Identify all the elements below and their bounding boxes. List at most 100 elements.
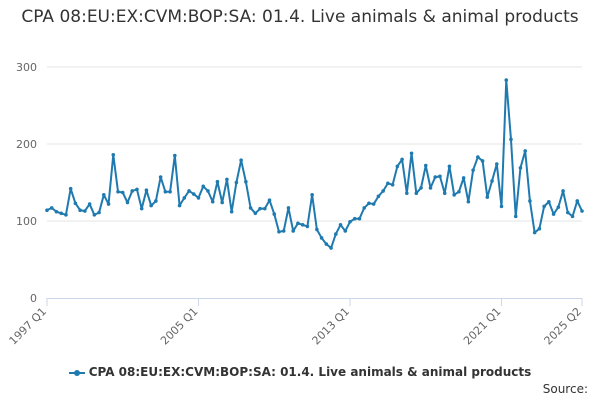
data-point[interactable] xyxy=(59,211,63,216)
data-point[interactable] xyxy=(428,186,433,190)
data-point[interactable] xyxy=(191,192,196,196)
data-point[interactable] xyxy=(187,189,191,193)
data-point[interactable] xyxy=(352,216,357,221)
data-point[interactable] xyxy=(324,242,329,246)
data-point[interactable] xyxy=(135,187,139,192)
data-point[interactable] xyxy=(45,208,49,213)
data-point[interactable] xyxy=(220,200,224,205)
data-point[interactable] xyxy=(409,151,414,156)
data-point[interactable] xyxy=(272,212,277,216)
data-point[interactable] xyxy=(376,194,381,199)
data-point[interactable] xyxy=(480,159,485,163)
data-point[interactable] xyxy=(102,193,106,197)
data-point[interactable] xyxy=(476,155,480,159)
data-point[interactable] xyxy=(343,229,348,233)
data-point[interactable] xyxy=(447,164,452,169)
data-point[interactable] xyxy=(371,202,376,206)
data-point[interactable] xyxy=(551,212,556,216)
data-point[interactable] xyxy=(419,186,423,190)
data-point[interactable] xyxy=(566,210,570,215)
data-point[interactable] xyxy=(120,190,125,195)
data-point[interactable] xyxy=(262,206,267,211)
data-point[interactable] xyxy=(509,137,513,142)
data-point[interactable] xyxy=(523,149,527,153)
data-point[interactable] xyxy=(97,210,101,215)
data-point[interactable] xyxy=(215,179,220,184)
data-point[interactable] xyxy=(267,198,272,203)
data-point[interactable] xyxy=(68,186,73,191)
data-point[interactable] xyxy=(319,236,324,240)
data-point[interactable] xyxy=(239,158,243,162)
data-point[interactable] xyxy=(83,209,87,213)
data-point[interactable] xyxy=(244,179,248,184)
data-point[interactable] xyxy=(504,78,509,82)
data-point[interactable] xyxy=(163,189,168,194)
data-point[interactable] xyxy=(229,209,234,214)
data-point[interactable] xyxy=(64,213,68,217)
data-point[interactable] xyxy=(130,189,135,193)
data-point[interactable] xyxy=(367,201,371,206)
data-point[interactable] xyxy=(461,176,466,180)
data-point[interactable] xyxy=(386,181,390,186)
data-point[interactable] xyxy=(291,229,295,233)
data-point[interactable] xyxy=(471,168,475,172)
data-point[interactable] xyxy=(494,162,499,166)
data-point[interactable] xyxy=(182,196,187,200)
data-point[interactable] xyxy=(362,206,367,210)
data-point[interactable] xyxy=(499,204,504,209)
data-point[interactable] xyxy=(173,153,177,158)
data-point[interactable] xyxy=(144,188,149,192)
data-point[interactable] xyxy=(277,229,281,234)
data-point[interactable] xyxy=(485,195,490,199)
data-point[interactable] xyxy=(433,175,438,179)
data-point[interactable] xyxy=(537,226,542,231)
data-point[interactable] xyxy=(177,203,182,208)
data-point[interactable] xyxy=(580,209,584,213)
data-point[interactable] xyxy=(310,193,314,197)
data-point[interactable] xyxy=(158,175,163,179)
data-point[interactable] xyxy=(457,189,461,194)
data-point[interactable] xyxy=(92,213,97,217)
legend[interactable]: CPA 08:EU:EX:CVM:BOP:SA: 01.4. Live anim… xyxy=(0,365,600,379)
data-point[interactable] xyxy=(154,199,158,203)
data-point[interactable] xyxy=(258,206,262,211)
data-point[interactable] xyxy=(300,223,305,227)
data-point[interactable] xyxy=(528,199,532,203)
data-point[interactable] xyxy=(390,183,395,187)
data-point[interactable] xyxy=(329,246,333,250)
data-point[interactable] xyxy=(149,203,153,208)
data-point[interactable] xyxy=(490,179,494,183)
data-point[interactable] xyxy=(248,206,253,210)
series-line[interactable] xyxy=(46,79,583,249)
data-point[interactable] xyxy=(357,216,362,221)
source-link[interactable]: Source: xyxy=(542,382,588,396)
data-point[interactable] xyxy=(400,157,404,162)
data-point[interactable] xyxy=(139,206,144,211)
data-point[interactable] xyxy=(556,205,561,209)
data-point[interactable] xyxy=(575,199,580,203)
data-point[interactable] xyxy=(111,152,116,157)
data-point[interactable] xyxy=(281,229,286,233)
data-point[interactable] xyxy=(196,196,201,200)
data-point[interactable] xyxy=(73,201,78,206)
data-point[interactable] xyxy=(225,177,229,182)
data-point[interactable] xyxy=(570,214,575,219)
data-point[interactable] xyxy=(253,211,258,216)
data-point[interactable] xyxy=(348,219,352,224)
data-point[interactable] xyxy=(542,204,546,209)
data-point[interactable] xyxy=(414,191,419,196)
data-point[interactable] xyxy=(87,202,92,206)
data-point[interactable] xyxy=(125,200,130,205)
data-point[interactable] xyxy=(234,180,239,185)
data-point[interactable] xyxy=(466,199,471,204)
data-point[interactable] xyxy=(206,189,210,193)
data-point[interactable] xyxy=(210,199,215,204)
data-point[interactable] xyxy=(49,206,54,210)
data-point[interactable] xyxy=(315,227,319,232)
data-point[interactable] xyxy=(442,191,447,196)
data-point[interactable] xyxy=(423,163,428,168)
data-point[interactable] xyxy=(201,184,206,189)
data-point[interactable] xyxy=(395,164,400,169)
data-point[interactable] xyxy=(547,199,551,204)
data-point[interactable] xyxy=(513,214,518,219)
